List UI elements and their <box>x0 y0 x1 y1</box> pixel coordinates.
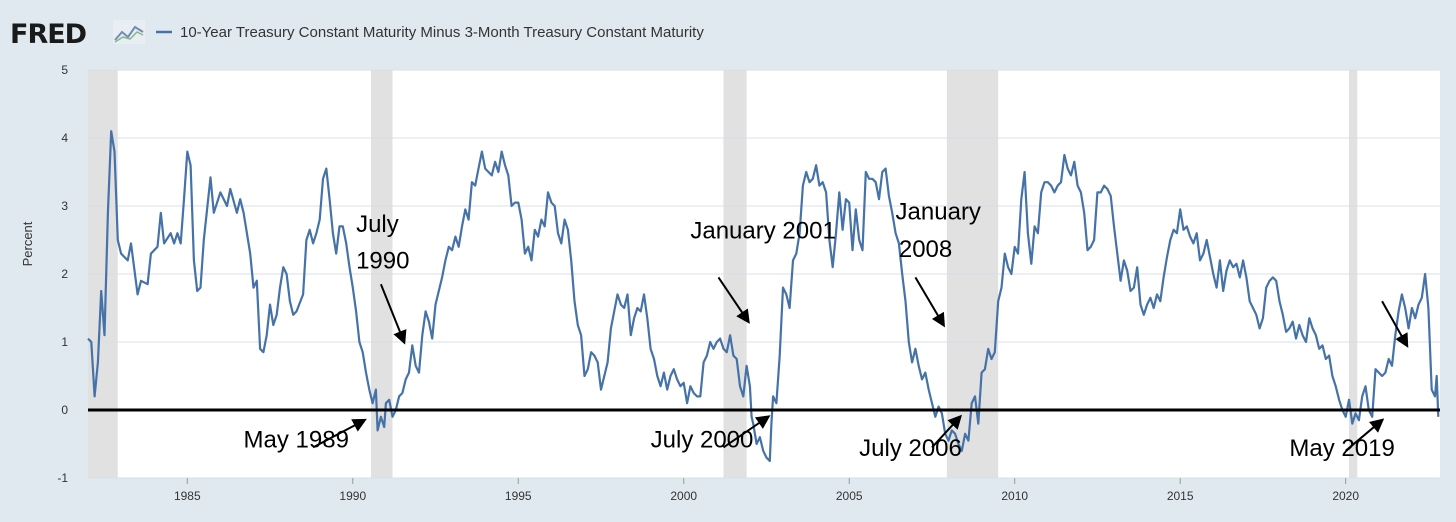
annotation-arrow <box>1345 418 1385 452</box>
x-tick-label: 1990 <box>339 489 366 503</box>
plot-area: -1 0 1 2 3 4 5 1985 1990 1995 2000 2005 2010 2015 2020… <box>20 63 1440 503</box>
legend-label[interactable]: 10-Year Treasury Constant Maturity Minus… <box>180 24 704 41</box>
annotation-label: 1990 <box>356 248 409 275</box>
annotation-label: July 2006 <box>859 435 962 462</box>
header: FRED 10-Year Treasury Constant Maturity … <box>10 19 704 50</box>
x-tick-label: 2020 <box>1332 489 1359 503</box>
annotation-label: July <box>356 211 399 238</box>
annotation-label: May 1989 <box>244 426 349 453</box>
fred-logo[interactable]: FRED <box>10 19 87 50</box>
y-tick-label: 2 <box>61 267 68 281</box>
annotation-label: January <box>896 199 981 226</box>
y-tick-label: 0 <box>61 403 68 417</box>
annotation-arrow <box>722 415 771 449</box>
annotation-arrow <box>312 418 367 449</box>
y-tick-label: 4 <box>61 131 68 145</box>
annotation-arrow <box>1381 300 1409 348</box>
annotation-label: 2008 <box>899 236 952 263</box>
x-tick-label: 2005 <box>836 489 863 503</box>
annotation-label: January 2001 <box>690 218 835 245</box>
x-tick-label: 1995 <box>505 489 532 503</box>
annotation-label: July 2000 <box>651 426 754 453</box>
y-tick-label: -1 <box>57 471 68 485</box>
annotation-arrow <box>379 283 407 345</box>
x-tick-label: 2000 <box>670 489 697 503</box>
trend-chart-icon <box>113 20 145 44</box>
annotation-arrow <box>717 276 750 324</box>
x-tick-label: 1985 <box>174 489 201 503</box>
y-tick-label: 3 <box>61 199 68 213</box>
x-tick-label: 2010 <box>1001 489 1028 503</box>
y-tick-label: 1 <box>61 335 68 349</box>
y-tick-label: 5 <box>61 63 68 77</box>
y-axis-title: Percent <box>20 221 35 266</box>
series-line <box>87 130 1440 463</box>
annotation-arrow <box>931 414 962 449</box>
x-tick-label: 2015 <box>1167 489 1194 503</box>
annotation-arrow <box>914 276 945 328</box>
annotation-label: May 2019 <box>1289 435 1394 462</box>
